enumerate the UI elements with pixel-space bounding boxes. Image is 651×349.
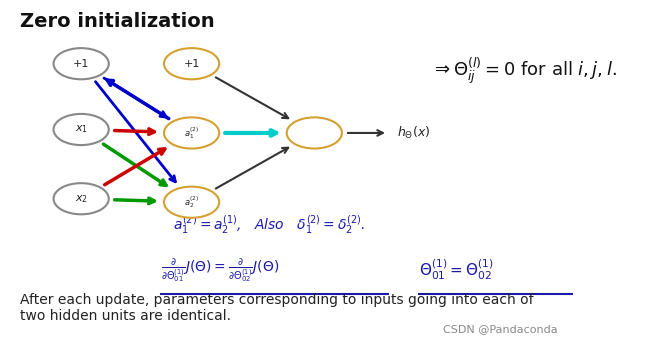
Text: +1: +1 xyxy=(184,59,200,69)
Circle shape xyxy=(164,48,219,79)
Circle shape xyxy=(286,117,342,149)
Circle shape xyxy=(164,187,219,218)
Text: Zero initialization: Zero initialization xyxy=(20,12,214,31)
Text: $a_1^{(2)}$: $a_1^{(2)}$ xyxy=(184,125,199,141)
Text: After each update, parameters corresponding to inputs going into each of
two hid: After each update, parameters correspond… xyxy=(20,293,533,324)
Text: $\Theta_{01}^{(1)} = \Theta_{02}^{(1)}$: $\Theta_{01}^{(1)} = \Theta_{02}^{(1)}$ xyxy=(419,257,493,282)
Circle shape xyxy=(53,48,109,79)
Text: $h_\Theta(x)$: $h_\Theta(x)$ xyxy=(397,125,430,141)
Text: +1: +1 xyxy=(73,59,89,69)
Text: $a_2^{(2)}$: $a_2^{(2)}$ xyxy=(184,194,199,210)
Text: CSDN @Pandaconda: CSDN @Pandaconda xyxy=(443,324,558,334)
Text: $\frac{\partial}{\partial\Theta_{01}^{(1)}}J(\Theta) = \frac{\partial}{\partial\: $\frac{\partial}{\partial\Theta_{01}^{(1… xyxy=(161,256,279,284)
Circle shape xyxy=(164,117,219,149)
Circle shape xyxy=(53,114,109,145)
Text: $x_2$: $x_2$ xyxy=(75,193,88,205)
Text: $x_1$: $x_1$ xyxy=(75,124,88,135)
Text: $a_1^{(2)} = a_2^{(1)}$,   Also   $\delta_1^{(2)} = \delta_2^{(2)}$.: $a_1^{(2)} = a_2^{(1)}$, Also $\delta_1^… xyxy=(173,214,366,236)
Circle shape xyxy=(53,183,109,214)
Text: $\Rightarrow\Theta_{ij}^{(l)} = 0$ for all $i, j, l.$: $\Rightarrow\Theta_{ij}^{(l)} = 0$ for a… xyxy=(431,55,617,86)
